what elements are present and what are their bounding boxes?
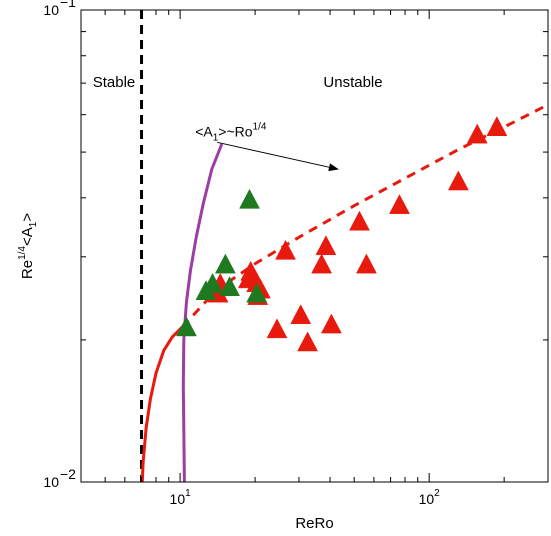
x-tick-label: 101	[170, 488, 192, 507]
green-triangle-marker	[239, 188, 260, 209]
green-triangle-marker	[202, 273, 223, 293]
y-tick-exponent: −1	[60, 0, 76, 10]
green-triangle-marker	[214, 253, 236, 274]
red-triangle-marker	[389, 194, 410, 214]
y-tick-label: 10	[43, 2, 59, 18]
red-triangle-marker	[290, 304, 312, 325]
green-triangle-marker	[219, 276, 241, 296]
red-triangle-marker	[315, 235, 337, 256]
red-triangle-marker	[275, 239, 296, 260]
red-triangle-marker	[297, 331, 319, 352]
y-tick-exponent: −2	[60, 466, 76, 482]
purple-solid-curve	[181, 143, 224, 482]
red-triangle-marker	[466, 123, 488, 144]
red-triangle-marker	[266, 318, 288, 339]
x-tick-label: 102	[419, 488, 441, 507]
green-triangle-marker	[175, 316, 197, 337]
red-triangle-marker	[320, 313, 342, 334]
scaling-law-annotation: <A1>~Ro1/4	[195, 121, 267, 143]
unstable-region-label: Unstable	[323, 74, 382, 91]
red-triangle-marker	[356, 253, 377, 274]
plot-area	[140, 10, 548, 482]
ticks	[80, 9, 549, 483]
red-solid-curve	[140, 325, 184, 482]
red-triangle-marker	[311, 253, 333, 274]
red-triangle-marker	[486, 116, 508, 137]
plot-frame	[80, 9, 549, 483]
green-triangle-marker	[246, 282, 268, 303]
red-triangle-marker	[349, 210, 370, 231]
y-tick-label: 10	[43, 474, 59, 490]
red-triangle-marker	[447, 170, 469, 191]
y-axis-label: Re1/4<A1>	[17, 213, 39, 279]
annotation-arrow	[217, 141, 339, 172]
stable-region-label: Stable	[93, 74, 136, 91]
x-axis-label: ReRo	[295, 515, 333, 532]
